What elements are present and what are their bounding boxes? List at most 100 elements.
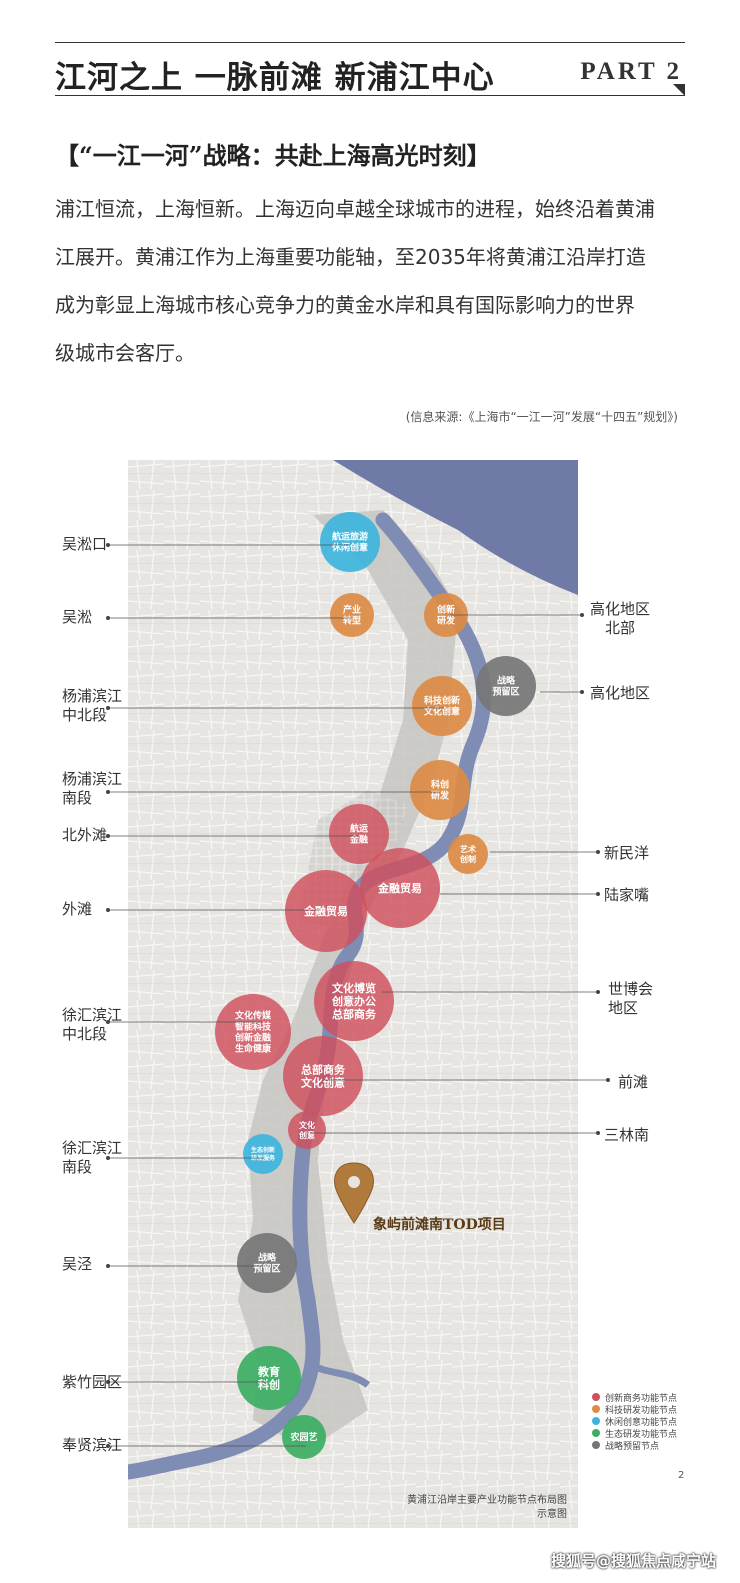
bubble-nongyuanyi[interactable]: 农园艺 (282, 1415, 326, 1459)
label-zizhu: 紫竹园区 (62, 1373, 123, 1391)
label-beiwaitan: 北外滩 (62, 826, 108, 844)
leader-dot (596, 990, 600, 994)
bubble-label: 研发服务 (251, 1154, 276, 1162)
leader-dot (606, 1078, 610, 1082)
bubble-label: 创新金融 (234, 1032, 271, 1044)
bubble-label: 航运 (350, 823, 369, 835)
bubble-label: 农园艺 (289, 1431, 317, 1443)
bubble-label: 预留区 (253, 1263, 280, 1275)
legend-item: 生态研发功能节点 (592, 1427, 677, 1440)
bubble-jinrong-2[interactable]: 金融贸易 (360, 848, 440, 928)
legend-swatch (592, 1429, 600, 1437)
bubble-label: 文化创意 (423, 706, 460, 718)
label-wusong: 吴淞 (62, 608, 93, 626)
leader-dot (106, 1264, 110, 1268)
bubble-label: 战略 (258, 1252, 277, 1264)
bubble-label: 创意 (298, 1130, 315, 1140)
label-lujiazui: 陆家嘴 (604, 886, 650, 904)
project-label: 象屿前滩南TOD项目 (373, 1217, 506, 1233)
bubble-label: 科创 (431, 779, 449, 791)
bubble-label: 文化创意 (301, 1075, 345, 1089)
label-shibohui: 世博会 地区 (608, 980, 654, 1017)
legend-swatch (592, 1405, 600, 1413)
page-mark: 2 (678, 1470, 685, 1481)
bubble-jinrong-1[interactable]: 金融贸易 (285, 870, 367, 952)
leader-dot (580, 690, 584, 694)
header-bottom-rule (55, 95, 685, 96)
paragraph-line: 江展开。黄浦江作为上海重要功能轴，至2035年将黄浦江沿岸打造 (55, 245, 646, 269)
section-subhead: 【“一江一河”战略：共赴上海高光时刻】 (55, 141, 491, 170)
intro-paragraph: 浦江恒流，上海恒新。上海迈向卓越全球城市的进程，始终沿着黄浦 江展开。黄浦江作为… (55, 185, 685, 377)
bubble-wenhua-small[interactable]: 文化创意 (288, 1111, 326, 1149)
leader-dot (596, 850, 600, 854)
bubble-label: 文化博览 (332, 981, 376, 995)
leader-dot (106, 908, 110, 912)
legend-item: 休闲创意功能节点 (592, 1415, 677, 1428)
paragraph-line: 浦江恒流，上海恒新。上海迈向卓越全球城市的进程，始终沿着黄浦 (55, 197, 655, 221)
label-gaohua-north: 高化地区 北部 (590, 600, 651, 637)
bubble-label: 总部商务 (301, 1062, 346, 1076)
bubble-label: 艺术 (460, 844, 476, 854)
bubble-label: 科创 (258, 1377, 280, 1391)
legend-item: 科技研发功能节点 (592, 1403, 677, 1416)
label-wusongkou: 吴淞口 (62, 535, 108, 553)
paragraph-line: 级城市会客厅。 (55, 341, 195, 365)
page-title: 江河之上 一脉前滩 新浦江中心 (55, 60, 495, 96)
bubble-label: 文化传媒 (234, 1010, 272, 1022)
header-top-rule (55, 42, 685, 43)
label-gaohua: 高化地区 (590, 684, 651, 702)
bubble-label: 科技创新 (424, 695, 460, 707)
bubble-label: 休闲创意 (331, 542, 368, 554)
yangtze-estuary (333, 460, 578, 595)
project-pin[interactable] (334, 1162, 374, 1224)
header-corner-mark (673, 84, 685, 96)
leader-dot (596, 892, 600, 896)
map-legend: 创新商务功能节点 科技研发功能节点 休闲创意功能节点 生态研发功能节点 战略预留… (592, 1391, 677, 1452)
bubble-label: 战略 (497, 675, 516, 687)
leader-dot (106, 616, 110, 620)
bubble-label: 预留区 (492, 686, 519, 698)
bubble-label: 文化 (299, 1120, 315, 1130)
bubble-label: 智能科技 (235, 1021, 272, 1033)
watermark: 搜狐号@搜狐焦点咸宁站 (550, 1552, 716, 1570)
bubble-label: 金融贸易 (303, 904, 348, 918)
label-xuhui-north: 徐汇滨江 中北段 (62, 1006, 123, 1043)
bubble-label: 航运旅游 (332, 531, 368, 543)
leader-dot (580, 613, 584, 617)
bubble-label: 金融贸易 (377, 881, 422, 895)
bubble-label: 转型 (343, 615, 361, 627)
label-yangpu-south: 杨浦滨江 南段 (62, 770, 123, 807)
label-qiantan: 前滩 (618, 1073, 649, 1091)
label-xinminyang: 新民洋 (604, 844, 650, 862)
label-sanlinnan: 三林南 (604, 1126, 650, 1144)
bubble-label: 金融 (349, 834, 368, 846)
bubble-label: 生命健康 (235, 1043, 272, 1055)
bubble-label: 生态创新 (251, 1146, 275, 1154)
source-note: (信息来源:《上海市“一江一河”发展“十四五”规划》) (405, 410, 678, 424)
bubble-label: 创新 (436, 604, 455, 616)
label-wujing: 吴泾 (62, 1255, 93, 1273)
legend-swatch (592, 1441, 600, 1449)
label-xuhui-south: 徐汇滨江 南段 (62, 1139, 123, 1176)
bubble-label: 产业 (343, 604, 361, 616)
legend-item: 创新商务功能节点 (592, 1391, 677, 1404)
part-label: PART 2 (580, 58, 682, 85)
bubble-label: 创制 (459, 854, 476, 864)
bubble-label: 研发 (431, 790, 450, 802)
label-yangpu-north: 杨浦滨江 中北段 (62, 687, 123, 724)
bubble-label: 研发 (437, 615, 456, 627)
